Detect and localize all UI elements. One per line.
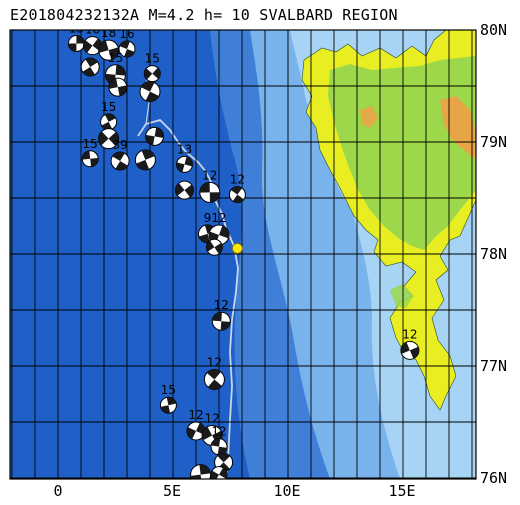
- event-depth-label: 12: [214, 298, 229, 312]
- focal-mechanism: 15: [67, 21, 85, 52]
- focal-mechanism: 12: [203, 355, 225, 390]
- focal-mechanism: [108, 77, 128, 97]
- focal-mechanism: [98, 128, 120, 150]
- land-highland-zone-2: [360, 106, 378, 128]
- focal-mechanism: 15: [100, 100, 118, 131]
- event-depth-label: 12: [188, 408, 203, 422]
- event-depth-label: 15: [101, 100, 116, 114]
- beachball-quadrants: [212, 312, 231, 331]
- beachball-quadrants: [141, 81, 159, 102]
- lon-label-0: 0: [53, 482, 62, 500]
- beachball-quadrants: [176, 156, 193, 173]
- beachball-quadrants: [119, 41, 135, 57]
- beachball-quadrants: [108, 78, 127, 96]
- focal-mechanism: 12: [210, 425, 228, 456]
- barentsoya-area: [390, 284, 414, 308]
- beachball-quadrants: [190, 464, 211, 479]
- beachball-quadrants: [199, 182, 220, 203]
- graticule: [10, 30, 476, 479]
- focal-mechanism: [80, 57, 100, 77]
- lon-label-5e: 5E: [163, 482, 181, 500]
- focal-mechanism: 12: [211, 298, 231, 331]
- focal-mechanism: 12: [228, 173, 246, 204]
- lat-label-80n: 80N: [480, 21, 507, 39]
- beachball-quadrants: [175, 183, 194, 198]
- focal-mechanism: 12: [199, 168, 221, 203]
- event-depth-label: 12: [204, 411, 219, 425]
- event-depth-label: 15: [161, 383, 176, 397]
- focal-mechanism: 12: [400, 327, 420, 360]
- focal-mechanism: 12: [208, 211, 230, 246]
- beachball-quadrants: [160, 397, 177, 414]
- beachball-quadrants: [400, 342, 419, 359]
- focal-mechanism: 13: [176, 142, 193, 173]
- beachball-quadrants: [83, 38, 102, 53]
- lon-label-10e: 10E: [273, 482, 300, 500]
- lat-label-77n: 77N: [480, 357, 507, 375]
- beachball-quadrants: [187, 422, 205, 440]
- beachball-quadrants: [211, 467, 228, 479]
- focal-mechanism: 16: [83, 23, 102, 56]
- beachball-quadrants: [82, 57, 98, 76]
- beachball-quadrants: [211, 438, 227, 455]
- map-title: E201804232132A M=4.2 h= 10 SVALBARD REGI…: [10, 6, 398, 24]
- event-depth-label: 39: [112, 138, 127, 152]
- beachball-quadrants: [136, 149, 155, 170]
- beachball-quadrants: [101, 113, 116, 130]
- focal-mechanism: [139, 81, 161, 103]
- beachball-quadrants: [206, 240, 223, 254]
- focal-mechanism: [134, 149, 156, 171]
- focal-mechanism: 15: [81, 137, 99, 168]
- focal-mechanism: 16: [118, 27, 136, 58]
- land-vegetation-zone: [328, 56, 476, 250]
- event-depth-label: 15: [145, 52, 160, 66]
- focal-mechanism: 18: [98, 26, 120, 61]
- lat-label-78n: 78N: [480, 245, 507, 263]
- beachball-quadrants: [105, 64, 126, 85]
- beachball-quadrants: [98, 40, 119, 60]
- lat-label-79n: 79N: [480, 133, 507, 151]
- beachball-quadrants: [145, 127, 164, 146]
- beachball-quadrants: [206, 369, 222, 390]
- event-depth-label: 12: [211, 211, 226, 225]
- focal-mechanism: 15: [159, 383, 177, 414]
- event-depth-label: 12: [211, 425, 226, 439]
- lon-label-15e: 15E: [388, 482, 415, 500]
- event-depth-label: 16: [85, 23, 100, 37]
- event-depth-label: 18: [101, 26, 116, 40]
- event-depth-label: 9: [204, 211, 212, 225]
- event-depth-label: 12: [402, 327, 417, 341]
- beachball-quadrants: [82, 150, 99, 167]
- focal-mechanism: [175, 180, 194, 200]
- focal-mechanism: 15: [143, 52, 161, 83]
- event-depth-label: 15: [108, 51, 123, 65]
- focal-mechanism: [210, 466, 228, 479]
- event-depth-label: 12: [230, 173, 245, 187]
- event-depth-label: 12: [202, 168, 217, 182]
- event-depth-label: 15: [83, 137, 98, 151]
- beachball-quadrants: [68, 35, 85, 52]
- beachball-quadrants: [98, 131, 119, 146]
- beachball-quadrants: [230, 186, 244, 203]
- focal-mechanism: 12: [186, 408, 206, 441]
- main-event-marker: [231, 242, 243, 254]
- lat-label-76n: 76N: [480, 469, 507, 487]
- event-depth-label: 13: [177, 142, 192, 156]
- beachball-quadrants: [112, 152, 128, 171]
- focal-mechanism: [145, 126, 165, 146]
- event-depth-label: 16: [119, 27, 134, 41]
- event-depth-label: 12: [207, 355, 222, 369]
- focal-mechanism: [205, 238, 223, 256]
- beachball-quadrants: [144, 67, 161, 80]
- focal-mechanism: 39: [110, 138, 130, 171]
- event-depth-label: 15: [69, 21, 84, 35]
- map-frame: [9, 29, 477, 480]
